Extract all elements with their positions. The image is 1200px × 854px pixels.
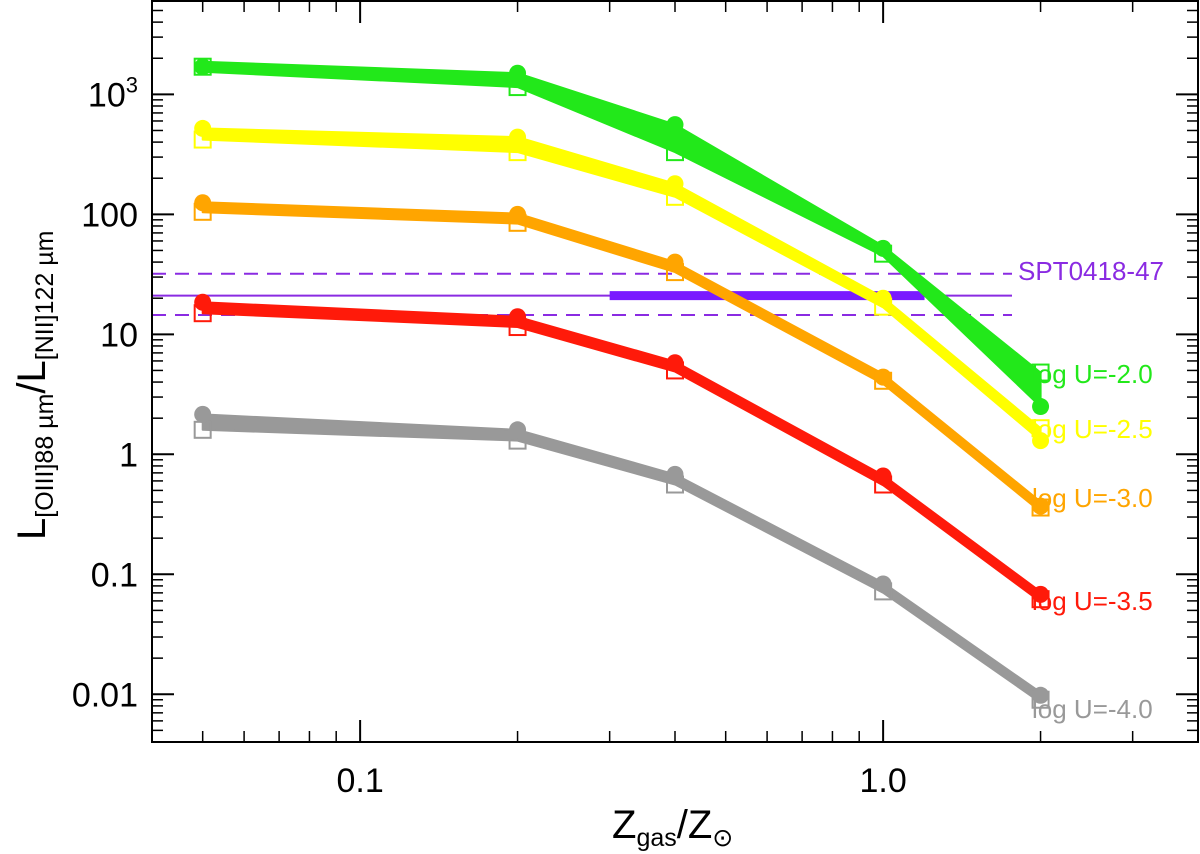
filled-circle-marker — [1032, 497, 1050, 515]
x-axis-title: Zgas/Z⊙ — [612, 803, 733, 852]
y-tick-label: 10 — [100, 316, 138, 354]
filled-circle-marker — [666, 354, 684, 372]
filled-circle-marker — [509, 421, 527, 439]
filled-circle-marker — [874, 467, 892, 485]
filled-circle-marker — [874, 575, 892, 593]
series-bands-layer — [201, 60, 1042, 704]
y-tick-label: 0.1 — [91, 556, 138, 594]
filled-circle-marker — [666, 253, 684, 271]
series-label: log U=-4.0 — [1032, 694, 1153, 724]
filled-circle-marker — [509, 128, 527, 146]
filled-circle-marker — [874, 289, 892, 307]
series-label: log U=-3.5 — [1032, 586, 1153, 616]
series-labels-layer: log U=-2.0 log U=-2.5 log U=-3.0 log U=-3.5… — [1032, 359, 1153, 724]
filled-circle-marker — [194, 293, 212, 311]
filled-circle-marker — [1032, 585, 1050, 603]
filled-circle-marker — [874, 239, 892, 257]
series-label: log U=-2.0 — [1032, 359, 1153, 389]
series-label: log U=-2.5 — [1032, 414, 1153, 444]
series-markers-layer — [193, 57, 1050, 709]
y-tick-label: 1 — [119, 436, 138, 474]
filled-circle-marker — [1032, 398, 1050, 416]
x-tick-label: 0.1 — [336, 762, 383, 800]
filled-circle-marker — [666, 465, 684, 483]
open-square-marker — [666, 143, 684, 162]
filled-circle-marker — [509, 205, 527, 223]
open-square-marker — [1031, 363, 1050, 382]
filled-circle-marker — [194, 58, 212, 76]
series-label: log U=-3.0 — [1032, 483, 1153, 513]
filled-circle-marker — [1032, 686, 1050, 704]
y-axis-title: L[OIII]88 µm/L[NII]122 µm — [10, 230, 59, 540]
x-tick-label: 1.0 — [859, 762, 906, 800]
series-band — [201, 413, 1042, 704]
filled-circle-marker — [194, 405, 212, 423]
y-tick-label: 100 — [81, 196, 138, 234]
filled-circle-marker — [874, 368, 892, 386]
filled-circle-marker — [509, 308, 527, 326]
filled-circle-marker — [509, 64, 527, 82]
filled-circle-marker — [666, 175, 684, 193]
y-tick-label: 103 — [88, 72, 138, 114]
axes-layer: 0.1 1.0 0.01 0.1 1 10 100 103 — [72, 0, 1199, 800]
filled-circle-marker — [194, 119, 212, 137]
series-band — [201, 301, 1042, 603]
reference-label: SPT0418-47 — [1018, 256, 1164, 286]
filled-circle-marker — [666, 116, 684, 134]
filled-circle-marker — [1032, 432, 1050, 450]
y-tick-label: 0.01 — [72, 676, 138, 714]
filled-circle-marker — [194, 194, 212, 212]
